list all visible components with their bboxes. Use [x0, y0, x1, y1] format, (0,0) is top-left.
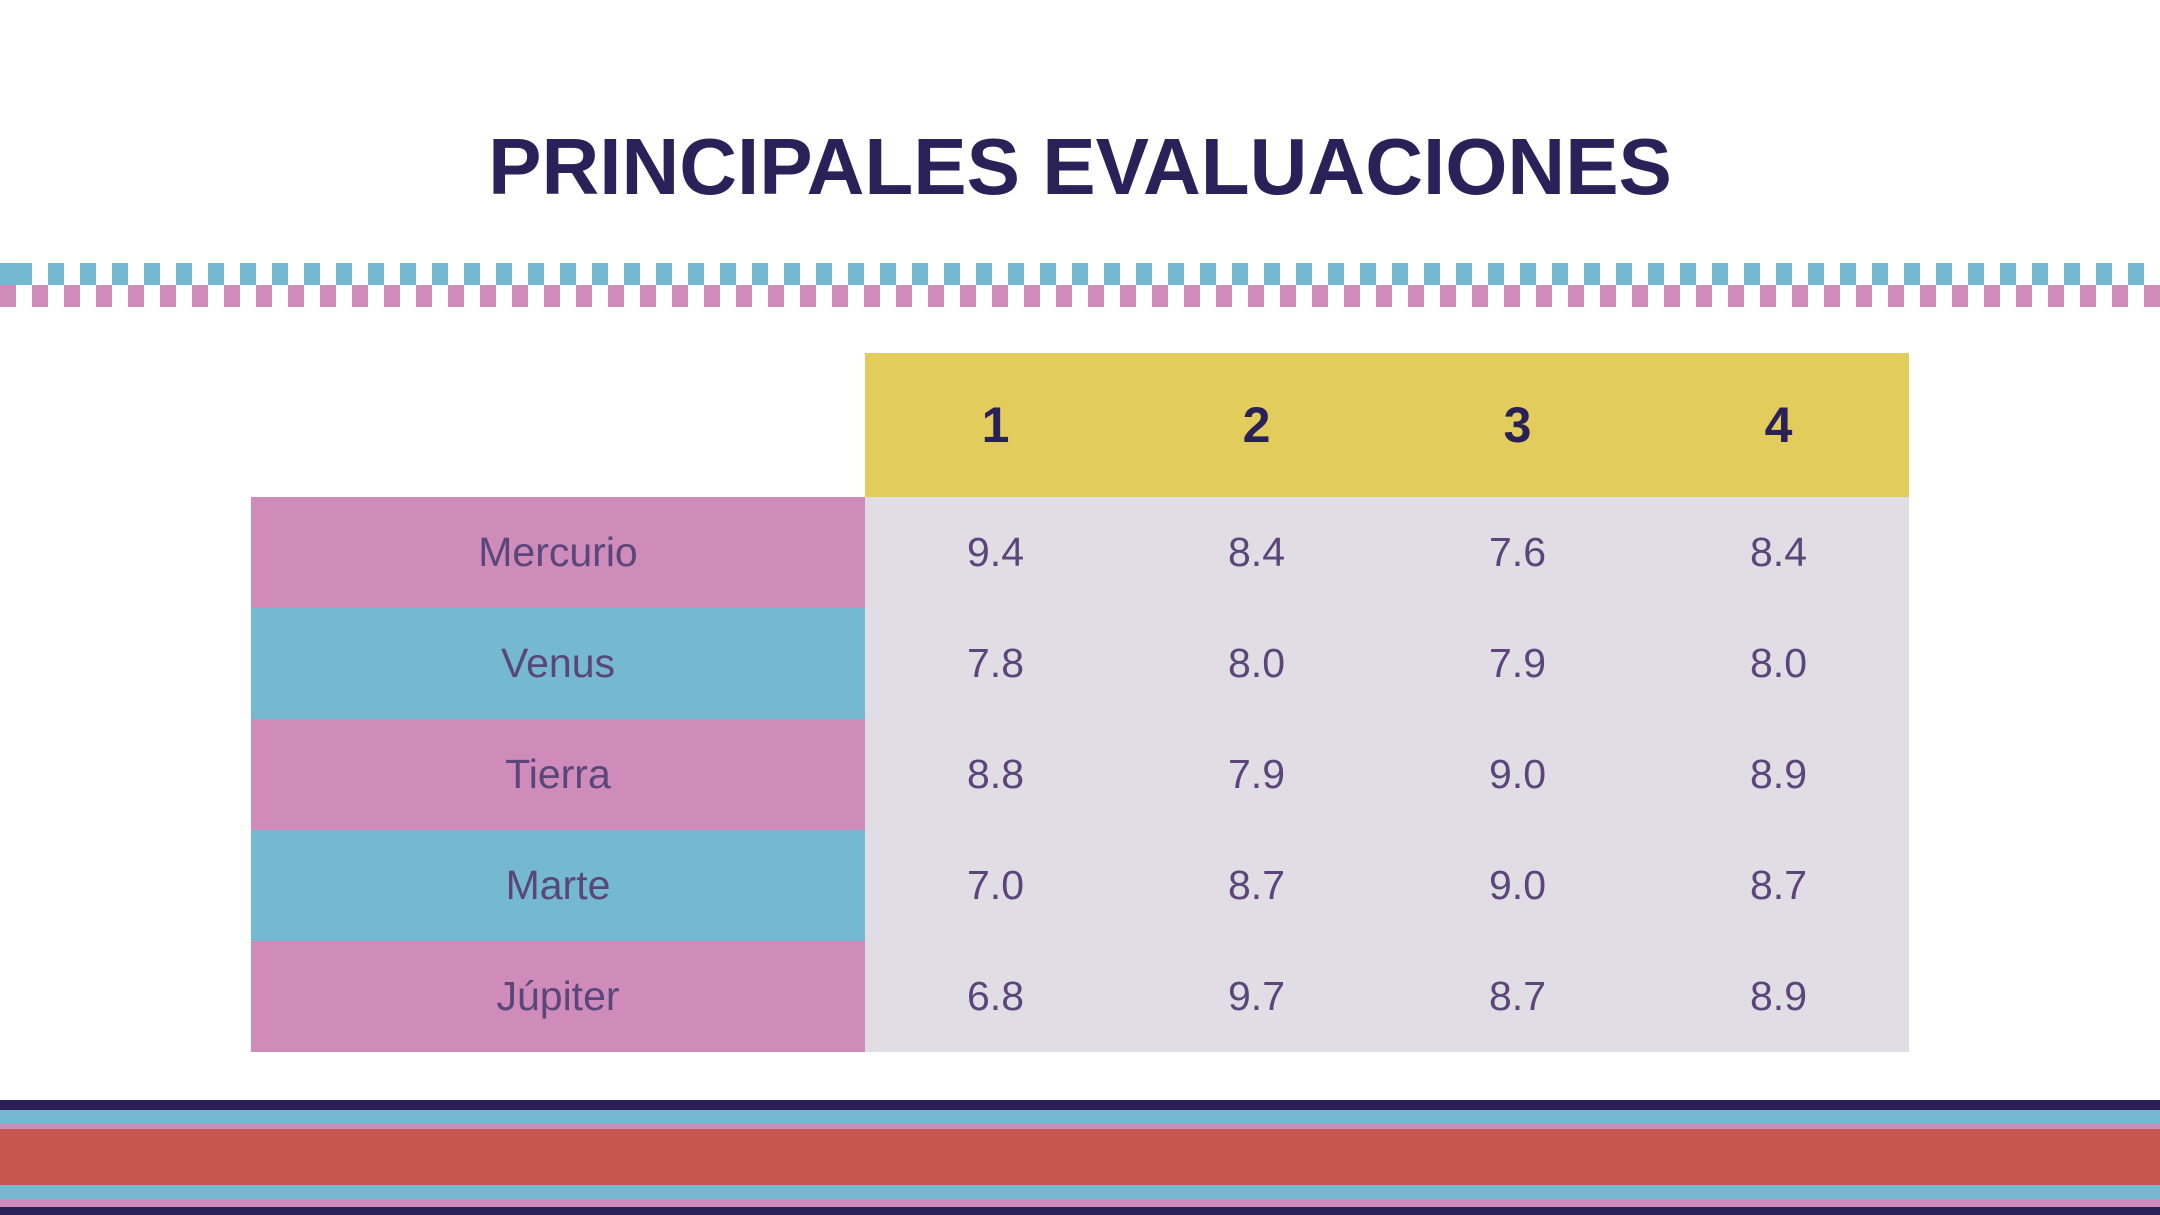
table-cell: 9.0 [1387, 719, 1648, 830]
stripe-pink [0, 1124, 2160, 1129]
table-cell: 7.6 [1387, 497, 1648, 608]
table-cell: 7.9 [1126, 719, 1387, 830]
stripe-navy [0, 1207, 2160, 1215]
column-header: 3 [1387, 353, 1648, 497]
stripe-red [0, 1129, 2160, 1185]
table-cell: 8.9 [1648, 941, 1909, 1052]
row-label: Marte [251, 830, 865, 941]
stripe-navy [0, 1100, 2160, 1110]
table-cell: 8.7 [1126, 830, 1387, 941]
checker-row-blue [0, 263, 2160, 285]
table-cell: 9.4 [865, 497, 1126, 608]
table-cell: 8.4 [1648, 497, 1909, 608]
row-label: Venus [251, 608, 865, 719]
stripe-blue [0, 1185, 2160, 1199]
table-cell: 7.9 [1387, 608, 1648, 719]
table-cell: 8.7 [1648, 830, 1909, 941]
column-header: 1 [865, 353, 1126, 497]
row-label: Tierra [251, 719, 865, 830]
row-label: Mercurio [251, 497, 865, 608]
column-header: 2 [1126, 353, 1387, 497]
table-cell: 6.8 [865, 941, 1126, 1052]
stripe-pink [0, 1199, 2160, 1207]
table-cell: 8.7 [1387, 941, 1648, 1052]
table-header-row: 1 2 3 4 [251, 353, 1909, 497]
table-cell: 8.4 [1126, 497, 1387, 608]
row-label: Júpiter [251, 941, 865, 1052]
table-cell: 9.7 [1126, 941, 1387, 1052]
table-cell: 7.8 [865, 608, 1126, 719]
slide-title: PRINCIPALES EVALUACIONES [488, 122, 1672, 211]
column-header: 4 [1648, 353, 1909, 497]
table-row: Júpiter 6.8 9.7 8.7 8.9 [251, 941, 1909, 1052]
table-row: Venus 7.8 8.0 7.9 8.0 [251, 608, 1909, 719]
checker-row-pink [0, 285, 2160, 307]
table-cell: 9.0 [1387, 830, 1648, 941]
footer-stripes [0, 1100, 2160, 1215]
table-row: Tierra 8.8 7.9 9.0 8.9 [251, 719, 1909, 830]
checker-border [0, 263, 2160, 307]
stripe-blue [0, 1110, 2160, 1124]
header-blank-cell [251, 353, 865, 497]
table-cell: 8.8 [865, 719, 1126, 830]
table-row: Mercurio 9.4 8.4 7.6 8.4 [251, 497, 1909, 608]
table-cell: 8.0 [1648, 608, 1909, 719]
table-cell: 7.0 [865, 830, 1126, 941]
table-cell: 8.0 [1126, 608, 1387, 719]
table-cell: 8.9 [1648, 719, 1909, 830]
grades-table: 1 2 3 4 Mercurio 9.4 8.4 7.6 8.4 Venus 7… [251, 353, 1909, 1052]
table-row: Marte 7.0 8.7 9.0 8.7 [251, 830, 1909, 941]
